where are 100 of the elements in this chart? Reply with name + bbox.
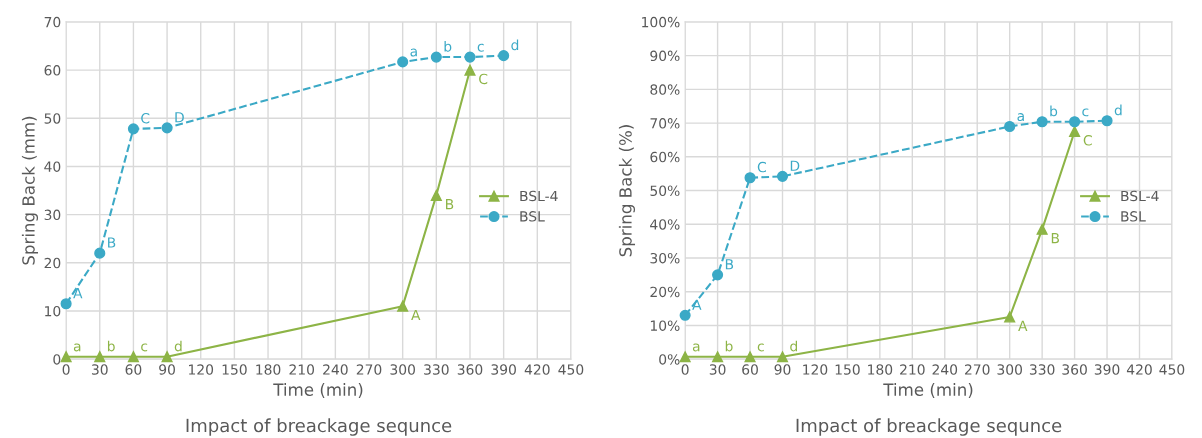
annotation: c bbox=[1082, 108, 1089, 117]
annotation: d bbox=[174, 340, 182, 352]
y-tick-label: 100% bbox=[642, 16, 680, 28]
annotation: C bbox=[757, 161, 766, 173]
legend-label: BSL bbox=[520, 211, 545, 222]
annotation: C bbox=[141, 113, 150, 124]
x-tick-label: 210 bbox=[900, 364, 925, 375]
y-axis-title: Spring Back (%) bbox=[618, 125, 636, 257]
x-tick-label: 120 bbox=[189, 364, 214, 375]
point bbox=[712, 351, 724, 363]
annotation: b bbox=[725, 340, 733, 352]
y-tick-label: 60% bbox=[650, 151, 680, 163]
annotation: b bbox=[444, 40, 452, 52]
point bbox=[161, 122, 173, 134]
point bbox=[776, 170, 789, 182]
point bbox=[430, 189, 442, 201]
x-tick-label: 0 bbox=[681, 364, 689, 375]
point bbox=[679, 309, 691, 321]
x-tick-label: 360 bbox=[457, 364, 483, 375]
point bbox=[744, 172, 756, 184]
point bbox=[127, 123, 139, 135]
annotation: D bbox=[790, 160, 800, 171]
annotation: d bbox=[511, 39, 519, 51]
y-tick-label: 90% bbox=[650, 50, 680, 62]
y-tick-label: 70 bbox=[44, 16, 61, 28]
legend-label: BSL bbox=[1121, 211, 1146, 222]
annotation: D bbox=[175, 112, 184, 123]
x-tick-label: 180 bbox=[256, 364, 281, 375]
y-tick-label: 80% bbox=[650, 84, 680, 95]
annotation: d bbox=[790, 340, 797, 352]
x-tick-label: 90 bbox=[774, 364, 791, 375]
point bbox=[397, 300, 409, 312]
x-tick-label: 360 bbox=[1062, 364, 1087, 375]
point bbox=[60, 351, 72, 363]
annotation: c bbox=[757, 343, 764, 352]
point bbox=[161, 351, 173, 363]
x-tick-label: 300 bbox=[997, 364, 1023, 375]
point bbox=[430, 51, 442, 63]
y-tick-label: 20% bbox=[650, 286, 680, 298]
annotation: d bbox=[1114, 104, 1122, 116]
x-tick-label: 420 bbox=[524, 364, 550, 375]
x-tick-label: 450 bbox=[558, 364, 584, 375]
x-tick-label: 210 bbox=[289, 364, 315, 375]
y-tick-label: 0% bbox=[659, 354, 680, 365]
point bbox=[127, 351, 139, 363]
point bbox=[776, 351, 789, 363]
point bbox=[464, 64, 476, 76]
point bbox=[60, 298, 72, 310]
annotation: B bbox=[108, 237, 116, 248]
x-tick-label: 240 bbox=[323, 364, 348, 375]
annotation: a bbox=[1017, 113, 1024, 122]
y-tick-label: 10 bbox=[45, 305, 61, 317]
annotation: C bbox=[1083, 135, 1092, 146]
point bbox=[712, 269, 724, 281]
x-tick-label: 60 bbox=[125, 364, 142, 375]
point bbox=[464, 51, 476, 63]
x-tick-label: 30 bbox=[709, 364, 726, 375]
point bbox=[397, 56, 409, 68]
x-axis-title: Time (min) bbox=[273, 383, 363, 398]
x-tick-label: 450 bbox=[1159, 364, 1185, 375]
annotation: B bbox=[1051, 233, 1060, 244]
y-tick-label: 50 bbox=[44, 113, 61, 124]
legend-label: BSL-4 bbox=[520, 190, 558, 202]
point bbox=[1101, 115, 1113, 127]
x-tick-label: 120 bbox=[803, 364, 828, 375]
y-axis-title: Spring Back (mm) bbox=[21, 116, 39, 265]
x-tick-label: 90 bbox=[159, 364, 175, 375]
y-tick-label: 30 bbox=[44, 209, 61, 221]
text: Impact of breackage sequnce bbox=[796, 418, 1062, 436]
x-axis-title: Time (min) bbox=[883, 383, 973, 398]
x-tick-label: 150 bbox=[835, 364, 860, 375]
y-tick-label: 70% bbox=[650, 118, 680, 129]
annotation: b bbox=[1050, 105, 1058, 117]
annotation: a bbox=[692, 343, 700, 352]
x-tick-label: 180 bbox=[868, 364, 893, 375]
point bbox=[1036, 116, 1048, 128]
annotation: A bbox=[1018, 320, 1028, 331]
annotation: B bbox=[725, 259, 734, 270]
x-tick-label: 390 bbox=[491, 364, 516, 375]
x-tick-label: 0 bbox=[62, 364, 70, 375]
y-tick-label: 10% bbox=[650, 320, 680, 331]
x-tick-label: 330 bbox=[424, 364, 449, 375]
point bbox=[498, 50, 510, 62]
x-tick-label: 270 bbox=[356, 364, 382, 375]
x-tick-label: 270 bbox=[964, 364, 990, 375]
x-tick-label: 240 bbox=[932, 364, 958, 375]
point bbox=[94, 247, 106, 259]
point bbox=[679, 351, 691, 363]
x-tick-label: 60 bbox=[742, 364, 758, 375]
y-tick-label: 0 bbox=[53, 354, 61, 365]
point bbox=[1036, 223, 1048, 235]
point bbox=[1069, 116, 1081, 128]
y-tick-label: 40% bbox=[650, 219, 680, 230]
point bbox=[1004, 120, 1016, 133]
x-tick-label: 420 bbox=[1126, 364, 1152, 375]
annotation: b bbox=[107, 340, 115, 352]
point bbox=[1004, 311, 1016, 323]
x-tick-label: 300 bbox=[390, 364, 415, 375]
y-tick-label: 20 bbox=[44, 257, 61, 269]
annotation: C bbox=[479, 73, 488, 85]
